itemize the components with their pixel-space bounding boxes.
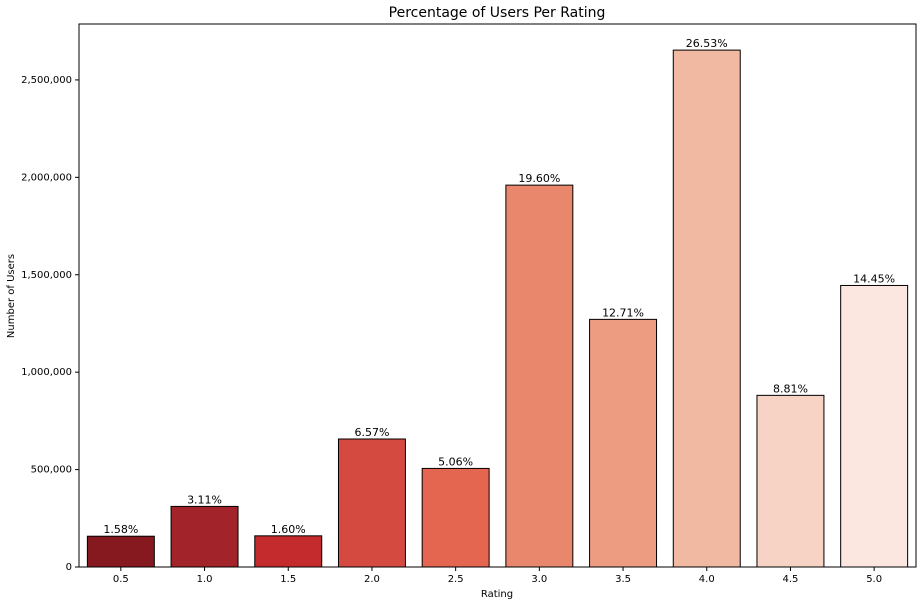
bar [756, 394, 825, 568]
x-tick-label: 2.0 [364, 574, 380, 585]
value-label: 8.81% [773, 382, 808, 395]
y-tick-label: 1,000,000 [21, 367, 72, 378]
x-tick-label: 2.5 [448, 574, 464, 585]
y-tick-label: 500,000 [31, 465, 72, 476]
x-tick-label: 1.5 [280, 574, 296, 585]
bar [421, 467, 490, 568]
bar [589, 318, 658, 568]
bar [254, 535, 323, 568]
value-label: 19.60% [518, 172, 560, 185]
x-tick-label: 5.0 [866, 574, 882, 585]
bar [505, 184, 574, 568]
y-tick-label: 1,500,000 [21, 270, 72, 281]
bar [672, 49, 741, 568]
x-tick-label: 3.0 [531, 574, 547, 585]
value-label: 6.57% [354, 426, 389, 439]
bar [840, 284, 909, 568]
x-tick-label: 3.5 [615, 574, 631, 585]
value-label: 3.11% [187, 493, 222, 506]
y-axis-label: Number of Users [6, 254, 17, 338]
y-tick-label: 2,000,000 [21, 172, 72, 183]
value-label: 12.71% [602, 306, 644, 319]
bar [170, 505, 239, 568]
y-tick-label: 0 [66, 562, 72, 573]
x-axis-label: Rating [481, 589, 513, 600]
y-tick-label: 2,500,000 [21, 75, 72, 86]
chart-title: Percentage of Users Per Rating [389, 5, 606, 21]
value-label: 1.58% [103, 523, 138, 536]
x-tick-label: 4.5 [782, 574, 798, 585]
x-tick-label: 0.5 [113, 574, 129, 585]
value-label: 14.45% [853, 272, 895, 285]
value-label: 1.60% [271, 523, 306, 536]
x-tick-label: 1.0 [197, 574, 213, 585]
plot-frame [78, 23, 917, 568]
bar [337, 438, 406, 568]
bar [86, 535, 155, 568]
value-label: 5.06% [438, 455, 473, 468]
x-tick-label: 4.0 [699, 574, 715, 585]
value-label: 26.53% [686, 37, 728, 50]
